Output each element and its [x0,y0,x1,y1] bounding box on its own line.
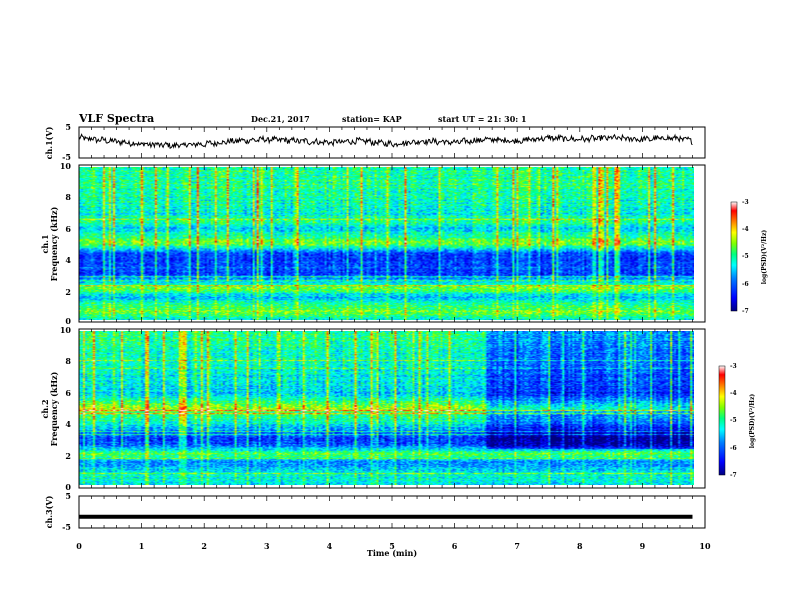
time-axis-tick-label: 5 [389,541,395,551]
ch1-ytick-bottom: -5 [62,152,71,162]
ch2-spec-ytick: 0 [65,482,71,492]
time-axis-tick-label: 8 [577,541,583,551]
ch2-colorbar-tick: -3 [730,363,737,370]
ch3-ylabel: ch.3(V) [44,495,54,528]
ch2-spec-ylabel-line2: Frequency (kHz) [49,371,59,446]
ch1-spec-ytick: 10 [60,161,72,171]
ch1-ytick-top: 5 [65,122,71,132]
time-axis-tick-label: 10 [699,541,711,551]
station-label: station= KAP [342,114,402,124]
time-axis-tick-label: 6 [452,541,458,551]
ch1-spec-ytick: 4 [65,255,71,265]
ch3-ytick-top: 5 [65,491,71,501]
ch2-colorbar-tick: -4 [730,390,737,397]
ch2-spec-ylabel: ch.2 Frequency (kHz) [40,371,59,446]
ch1-waveform-frame [78,126,706,159]
ch1-spec-ytick: 0 [65,316,71,326]
ch2-colorbar-tick: -6 [730,445,737,452]
time-axis-tick-label: 7 [514,541,520,551]
start-ut-label: start UT = 21: 30: 1 [438,114,527,124]
ch1-waveform-line [78,133,693,149]
ch1-ylabel: ch.1(V) [44,126,54,159]
ch3-waveform-ticks [78,496,706,528]
ch2-colorbar-gradient [718,365,726,476]
ch3-ytick-bottom: -5 [62,522,71,532]
ch1-ytick-labels: 0 2 4 6 8 10 [60,161,72,326]
ch1-colorbar-tick: -4 [742,226,749,233]
ch2-spec-ytick: 4 [65,419,71,429]
ch2-spec-ytick: 8 [65,356,71,366]
ch2-spec-ytick: 2 [65,451,71,461]
ch2-colorbar-label: log(PSD)(V²/Hz) [749,394,756,449]
ch1-waveform-panel: 5 -5 ch.1(V) [44,122,706,162]
ch1-spec-ylabel-line1: ch.1 [40,234,50,253]
ch1-colorbar-label: log(PSD)(V²/Hz) [761,230,768,285]
ch1-spectrogram-frame [78,164,706,323]
ch3-waveform-frame [78,495,706,529]
ch1-colorbar-tick: -5 [742,253,749,260]
ch2-spec-ytick: 6 [65,388,71,398]
ch2-colorbar-tick: -7 [730,472,737,479]
ch3-waveform-panel: 5 -5 ch.3(V) [44,491,706,532]
ch1-colorbar-tick: -6 [742,281,749,288]
ch1-spec-ytick: 2 [65,287,71,297]
ch1-colorbar-tick: -7 [742,308,749,315]
ch2-spectrogram-frame [78,328,706,489]
ch2-spec-ytick: 10 [60,325,72,335]
ch1-spec-ylabel-line2: Frequency (kHz) [49,206,59,281]
ch1-waveform-ticks [78,127,706,158]
ch1-colorbar: -3 -4 -5 -6 -7 log(PSD)(V²/Hz) [730,199,768,315]
ch2-spectrogram-image [79,331,694,485]
time-axis-tick-label: 4 [327,541,333,551]
time-axis-tick-label: 3 [264,541,270,551]
ch2-spectrogram-panel: 0 2 4 6 8 10 ch.2 Frequency (kHz) [40,325,706,492]
ch1-spectrogram-image [79,167,694,320]
ch2-spec-ylabel-line1: ch.2 [40,399,50,418]
ch1-spec-ylabel: ch.1 Frequency (kHz) [40,206,59,281]
ch1-colorbar-tick: -3 [742,199,749,206]
time-axis-tick-labels: 0 1 2 3 4 5 6 7 8 9 10 [76,541,711,551]
time-axis-tick-label: 2 [201,541,207,551]
ch2-colorbar-tick: -5 [730,417,737,424]
time-axis-tick-label: 9 [640,541,646,551]
figure-title: VLF Spectra [78,112,154,125]
ch1-colorbar-gradient [730,201,738,312]
time-axis-label: Time (min) [367,548,417,558]
date-label: Dec.21, 2017 [251,114,310,124]
time-axis-tick-label: 0 [76,541,82,551]
ch1-spectrogram-panel: 0 2 4 6 8 10 ch.1 Frequency (kHz) [40,161,706,326]
ch1-spec-ytick: 6 [65,224,71,234]
ch2-colorbar: -3 -4 -5 -6 -7 log(PSD)(V²/Hz) [718,363,756,479]
time-axis-tick-label: 1 [139,541,145,551]
ch2-ytick-labels: 0 2 4 6 8 10 [60,325,72,492]
ch1-spec-ytick: 8 [65,192,71,202]
